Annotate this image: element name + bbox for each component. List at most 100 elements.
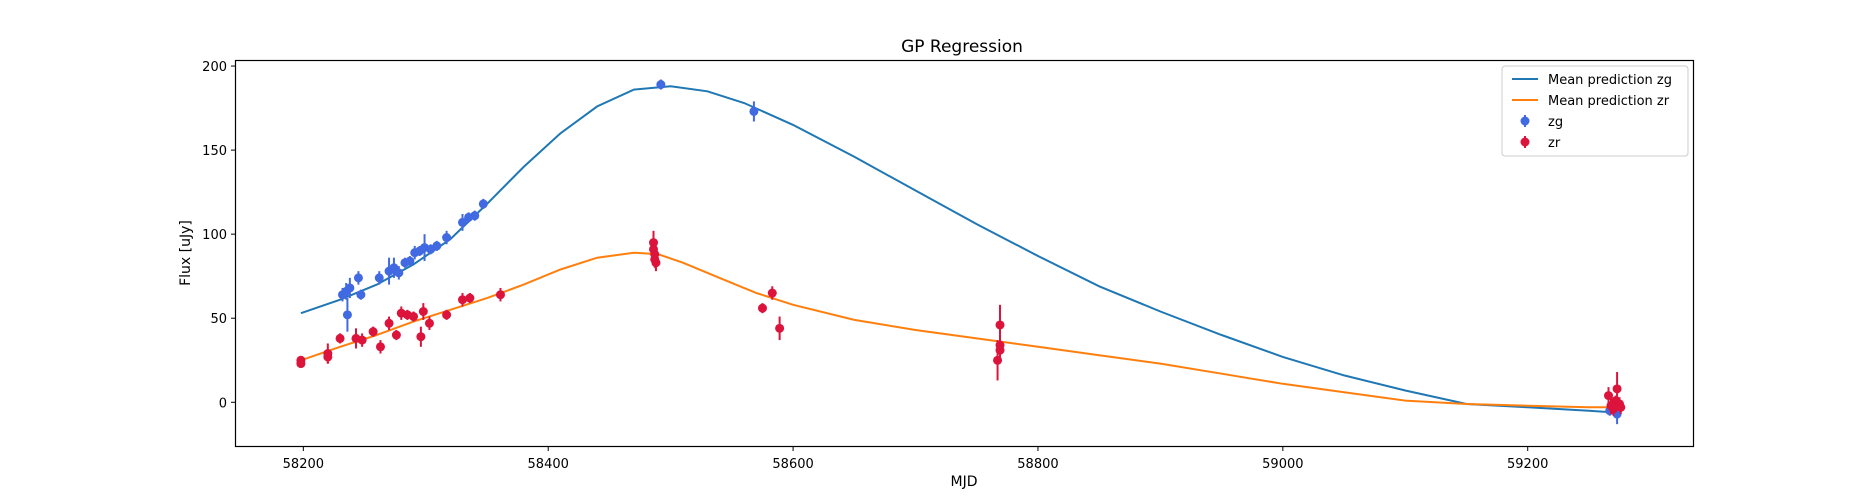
legend-box [1501, 65, 1689, 157]
zr-marker [651, 258, 661, 268]
zr-point [418, 303, 428, 320]
x-axis-label: MJD [951, 474, 978, 490]
zg-marker [458, 217, 468, 227]
zg-marker [442, 233, 452, 243]
legend-marker-swatch [1520, 116, 1530, 126]
zr-point [335, 333, 345, 344]
y-tick-label: 0 [219, 396, 227, 411]
zr-marker [416, 332, 426, 342]
zr-point [775, 316, 785, 341]
zg-marker [342, 310, 352, 320]
zr-point [416, 326, 426, 347]
zr-point [495, 287, 505, 302]
zg-point [458, 213, 468, 231]
zr-point [1608, 402, 1618, 416]
zg-marker [405, 256, 415, 266]
zg-point [749, 101, 759, 122]
zg-marker [470, 211, 480, 221]
zr-marker [424, 318, 434, 328]
zr-point [767, 286, 777, 300]
zr-point [993, 340, 1003, 381]
zr-point [368, 326, 378, 337]
zg-marker [374, 273, 384, 283]
chart-title: GP Regression [901, 37, 1023, 57]
x-tick-label: 58400 [528, 457, 569, 472]
zg-marker [478, 199, 488, 209]
legend-label: Mean prediction zg [1548, 73, 1672, 88]
zr-point [391, 329, 401, 341]
zg-point [342, 298, 352, 332]
zg-point [374, 271, 384, 285]
zr-point [757, 303, 767, 314]
zr-marker [357, 335, 367, 345]
zg-point [442, 230, 452, 245]
zr-marker [375, 342, 385, 352]
zg-point [356, 289, 366, 300]
zr-point [384, 316, 394, 330]
zr-marker [995, 320, 1005, 330]
legend: Mean prediction zg Mean prediction zr zg zr [1501, 65, 1689, 157]
mean-prediction-line-0 [300, 85, 1614, 414]
zr-marker [495, 290, 505, 300]
zr-marker [409, 312, 419, 322]
zr-marker [391, 330, 401, 340]
zr-point [651, 254, 661, 272]
zg-point [470, 210, 480, 221]
mean-prediction-line-1 [300, 251, 1614, 409]
axes-frame [234, 59, 1695, 448]
y-axis-label: Flux [uJy] [178, 220, 194, 286]
zr-marker [296, 359, 306, 369]
zr-marker [442, 310, 452, 320]
zr-marker [1616, 402, 1626, 412]
zr-marker [1608, 404, 1618, 414]
plot-area [296, 79, 1626, 425]
legend-label: zg [1548, 115, 1563, 130]
zg-point [656, 79, 666, 90]
zg-point [432, 240, 442, 251]
zg-marker [345, 283, 355, 293]
zr-marker [775, 323, 785, 333]
zr-marker [323, 352, 333, 362]
zr-point [375, 340, 385, 354]
legend-label: zr [1548, 136, 1561, 151]
zg-marker [749, 106, 759, 116]
zr-point [1611, 395, 1621, 406]
zg-point [405, 256, 415, 267]
x-tick-label: 59000 [1262, 457, 1303, 472]
zr-point [465, 293, 475, 304]
y-tick-label: 200 [202, 60, 227, 75]
zg-marker [394, 268, 404, 278]
zg-marker [353, 273, 363, 283]
zg-marker [656, 80, 666, 90]
zr-point [409, 311, 419, 322]
zr-marker [368, 327, 378, 337]
zr-marker [465, 293, 475, 303]
zr-point [357, 333, 367, 347]
legend-label: Mean prediction zr [1548, 94, 1670, 109]
zr-marker [335, 333, 345, 343]
zr-point [296, 359, 306, 369]
zr-marker [993, 355, 1003, 365]
zr-marker [384, 318, 394, 328]
x-tick-label: 58600 [772, 457, 813, 472]
x-tick-label: 59200 [1507, 457, 1548, 472]
x-tick-label: 58800 [1017, 457, 1058, 472]
zg-point [353, 271, 363, 285]
zr-point [1616, 400, 1626, 415]
zr-point [323, 350, 333, 364]
zr-marker [1612, 384, 1622, 394]
zg-point [478, 198, 488, 209]
axis-ticks: 58200 58400 58600 58800 59000 59200 0 50 100 150 2… [202, 60, 1548, 472]
zr-marker [418, 307, 428, 317]
zr-marker [767, 288, 777, 298]
zr-point [458, 293, 468, 307]
zr-marker [1611, 396, 1621, 406]
zg-point [394, 266, 404, 280]
zr-marker [757, 303, 767, 313]
zr-point [424, 316, 434, 330]
y-tick-label: 150 [202, 144, 227, 159]
y-tick-label: 50 [210, 312, 227, 327]
zr-point [442, 309, 452, 320]
zr-marker [458, 295, 468, 305]
